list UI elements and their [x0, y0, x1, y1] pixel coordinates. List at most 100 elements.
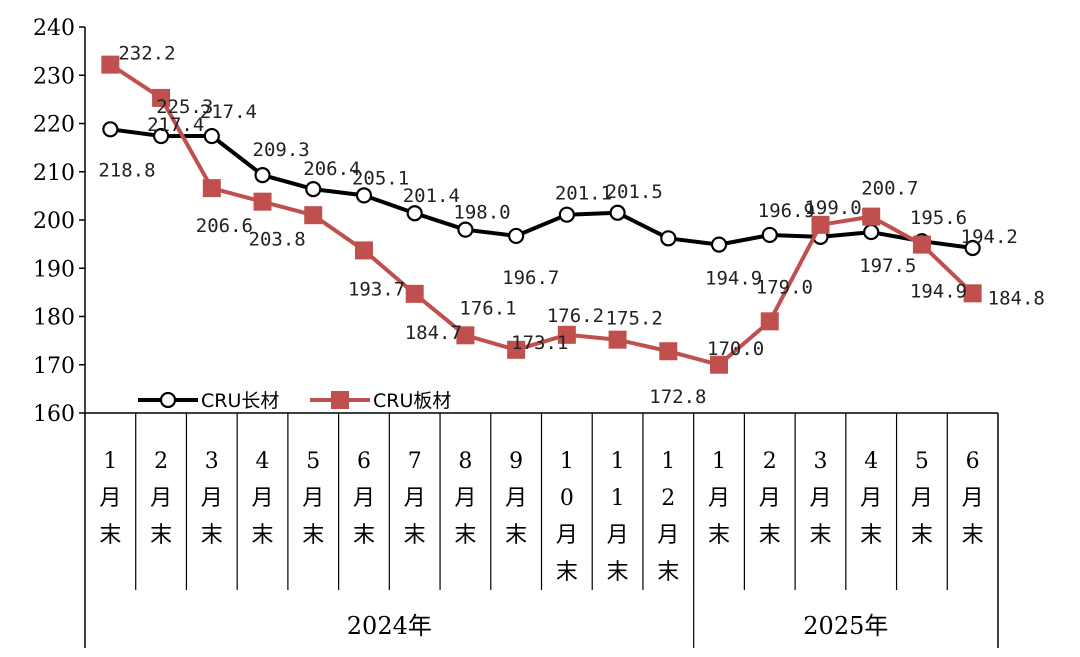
- point-marker-square: [963, 284, 982, 303]
- data-label: 201.5: [606, 181, 663, 203]
- point-marker-circle: [254, 167, 271, 184]
- point-marker-square: [659, 342, 678, 361]
- series-layer: [101, 55, 982, 374]
- x-category-char: 5: [306, 449, 320, 474]
- x-category-char: 月: [505, 486, 527, 511]
- point-marker-circle: [761, 226, 778, 244]
- point-marker-circle: [558, 206, 575, 223]
- y-tick-label: 200: [33, 209, 75, 234]
- x-category-char: 月: [404, 486, 426, 511]
- data-label: 170.0: [707, 338, 764, 360]
- data-label: 184.7: [405, 322, 462, 344]
- x-category-char: 3: [205, 449, 219, 474]
- x-category-char: 1: [103, 449, 117, 474]
- data-label: 200.7: [861, 178, 918, 200]
- data-label: 201.1: [555, 183, 612, 205]
- year-label: 2024年: [347, 612, 432, 640]
- data-label: 198.0: [453, 202, 510, 224]
- point-marker-square: [710, 355, 729, 374]
- x-category-char: 月: [911, 486, 933, 511]
- x-category-char: 月: [99, 486, 121, 511]
- data-label: 232.2: [118, 43, 175, 65]
- x-category-char: 末: [454, 523, 476, 548]
- point-marker-square: [253, 192, 272, 211]
- year-label: 2025年: [803, 612, 888, 640]
- legend: CRU长材 CRU板材: [138, 390, 451, 412]
- x-category-char: 末: [302, 523, 324, 548]
- data-label: 194.9: [705, 268, 762, 290]
- y-tick-label: 240: [33, 16, 75, 41]
- point-marker-circle: [152, 127, 170, 145]
- x-category-char: 1: [560, 449, 574, 474]
- data-label: 179.0: [756, 276, 813, 298]
- data-label: 217.4: [200, 101, 257, 123]
- x-category-char: 末: [962, 523, 984, 548]
- x-category-char: 末: [860, 523, 882, 548]
- y-tick-label: 210: [33, 161, 75, 186]
- x-category-char: 月: [201, 486, 223, 511]
- data-label: 218.8: [98, 159, 155, 181]
- point-marker-circle: [203, 127, 220, 145]
- data-label: 194.9: [910, 281, 967, 303]
- point-marker-square: [608, 330, 627, 349]
- data-label: 206.6: [196, 215, 253, 237]
- x-category-char: 0: [560, 486, 574, 511]
- point-marker-square: [507, 340, 526, 359]
- data-label: 175.2: [606, 308, 663, 330]
- point-marker-circle: [305, 181, 322, 198]
- x-category-char: 月: [809, 486, 831, 511]
- data-label: 203.8: [249, 229, 306, 251]
- x-category-char: 末: [353, 523, 375, 548]
- point-marker-circle: [964, 239, 981, 257]
- x-category-char: 月: [556, 523, 578, 548]
- data-label: 197.5: [859, 255, 916, 277]
- y-tick-label: 220: [33, 113, 75, 138]
- point-marker-circle: [102, 121, 119, 138]
- x-category-char: 末: [759, 523, 781, 548]
- data-label: 176.2: [547, 305, 604, 327]
- x-category-char: 3: [813, 449, 827, 474]
- data-label: 205.1: [352, 167, 409, 189]
- x-category-char: 6: [966, 449, 980, 474]
- y-tick-label: 180: [33, 306, 75, 331]
- x-category-char: 月: [302, 486, 324, 511]
- point-marker-circle: [660, 230, 677, 247]
- point-marker-square: [304, 206, 323, 225]
- y-tick-label: 170: [33, 354, 75, 379]
- x-category-char: 2: [154, 449, 168, 474]
- x-category-char: 2: [763, 449, 777, 474]
- x-category-char: 4: [256, 449, 270, 474]
- point-marker-square: [202, 179, 221, 198]
- data-label: 225.3: [156, 96, 213, 118]
- x-category-char: 月: [607, 523, 629, 548]
- x-category-char: 月: [657, 523, 679, 548]
- x-category-char: 月: [454, 486, 476, 511]
- x-category-char: 1: [611, 449, 625, 474]
- x-category-char: 末: [911, 523, 933, 548]
- x-category-char: 月: [353, 486, 375, 511]
- legend-marker-square: [331, 391, 349, 409]
- x-category-char: 8: [458, 449, 472, 474]
- x-category-char: 末: [809, 523, 831, 548]
- legend-label-series-1: CRU长材: [201, 390, 279, 412]
- data-label: 196.9: [758, 200, 815, 222]
- data-label: 201.4: [403, 185, 460, 207]
- y-tick-label: 160: [33, 402, 75, 427]
- x-category-char: 月: [708, 486, 730, 511]
- data-label: 194.2: [961, 226, 1018, 248]
- x-category-char: 7: [408, 449, 422, 474]
- legend-label-series-2: CRU板材: [373, 390, 451, 412]
- point-marker-square: [912, 235, 931, 254]
- point-marker-square: [405, 284, 424, 303]
- data-label: 206.4: [303, 158, 360, 180]
- point-marker-circle: [406, 205, 423, 222]
- data-label: 184.8: [988, 287, 1045, 309]
- x-category-char: 末: [252, 523, 274, 548]
- point-marker-square: [101, 55, 120, 74]
- data-label: 199.0: [804, 197, 861, 219]
- x-category-char: 2: [661, 486, 675, 511]
- x-category-char: 末: [657, 560, 679, 585]
- x-category-char: 末: [150, 523, 172, 548]
- point-marker-circle: [863, 223, 880, 241]
